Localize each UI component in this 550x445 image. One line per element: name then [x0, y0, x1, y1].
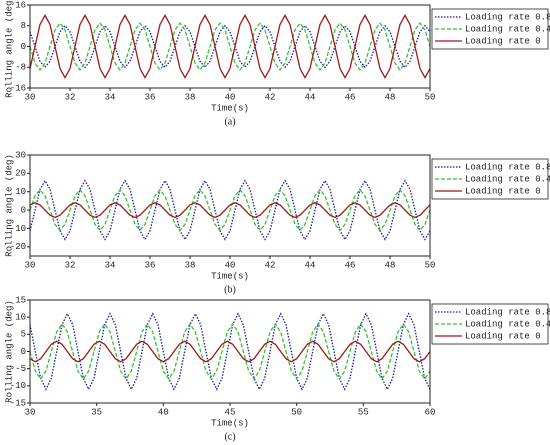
x-tick-label: 44 — [305, 260, 316, 270]
y-tick-label: 10 — [15, 187, 26, 197]
y-tick-label: 8 — [21, 21, 26, 31]
x-tick-label: 48 — [385, 260, 396, 270]
series-line — [29, 188, 431, 232]
legend-box — [431, 8, 549, 50]
y-axis-label: Rolling angle (deg) — [4, 300, 14, 403]
x-tick-label: 38 — [185, 92, 196, 102]
plot-frame — [29, 299, 431, 404]
y-tick-label: 0 — [21, 205, 26, 215]
series-line — [29, 202, 431, 219]
x-tick-label: 35 — [91, 407, 102, 417]
x-tick-label: 42 — [265, 260, 276, 270]
series-line — [29, 322, 431, 381]
x-axis-label: Time(s) — [211, 103, 249, 113]
y-tick-label: -10 — [10, 381, 26, 391]
x-tick-label: 44 — [305, 92, 316, 102]
x-tick-label: 46 — [345, 260, 356, 270]
y-tick-label: 5 — [21, 330, 26, 340]
x-tick-label: 42 — [265, 92, 276, 102]
caption: (c) — [224, 431, 235, 442]
series-line — [29, 14, 431, 79]
series-line — [29, 340, 431, 363]
series-line — [29, 22, 431, 71]
y-axis-label: Rolling angle (deg) — [4, 154, 14, 257]
x-tick-label: 40 — [158, 407, 169, 417]
x-tick-label: 46 — [345, 92, 356, 102]
legend-label: Loading rate 0.8 — [465, 307, 550, 317]
legend-label: Loading rate 0.4 — [465, 319, 550, 329]
x-tick-label: 36 — [145, 260, 156, 270]
legend-label: Loading rate 0.8 — [465, 162, 550, 172]
caption: (b) — [224, 284, 236, 295]
series-line — [29, 24, 431, 69]
x-tick-label: 34 — [105, 260, 116, 270]
y-axis-label: Rolling angle (deg) — [4, 0, 14, 98]
x-tick-label: 50 — [425, 260, 436, 270]
legend-box — [431, 158, 549, 200]
x-tick-label: 36 — [145, 92, 156, 102]
legend-label: Loading rate 0.4 — [465, 24, 550, 34]
series-line — [29, 312, 431, 391]
y-tick-label: -20 — [10, 242, 26, 252]
x-tick-label: 40 — [225, 92, 236, 102]
x-tick-label: 32 — [65, 260, 76, 270]
y-tick-label: -8 — [15, 63, 26, 73]
x-tick-label: 48 — [385, 92, 396, 102]
y-tick-label: 10 — [15, 313, 26, 323]
x-axis-label: Time(s) — [211, 271, 249, 281]
y-tick-label: -15 — [10, 398, 26, 408]
legend-label: Loading rate 0 — [465, 36, 541, 46]
x-tick-label: 50 — [291, 407, 302, 417]
y-tick-label: 30 — [15, 150, 26, 160]
x-tick-label: 45 — [225, 407, 236, 417]
x-tick-label: 30 — [25, 260, 36, 270]
y-tick-label: 15 — [15, 295, 26, 305]
legend-label: Loading rate 0.4 — [465, 174, 550, 184]
y-tick-label: 0 — [21, 347, 26, 357]
legend-label: Loading rate 0 — [465, 186, 541, 196]
x-tick-label: 30 — [25, 92, 36, 102]
y-tick-label: 20 — [15, 169, 26, 179]
legend-box — [431, 303, 549, 345]
x-tick-label: 32 — [65, 92, 76, 102]
x-tick-label: 38 — [185, 260, 196, 270]
x-tick-label: 60 — [425, 407, 436, 417]
x-tick-label: 55 — [358, 407, 369, 417]
x-axis-label: Time(s) — [211, 418, 249, 428]
y-tick-label: -5 — [15, 364, 26, 374]
y-tick-label: -16 — [10, 83, 26, 93]
y-tick-label: 16 — [15, 0, 26, 10]
legend-label: Loading rate 0 — [465, 331, 541, 341]
plot-frame — [29, 154, 431, 257]
x-tick-label: 50 — [425, 92, 436, 102]
caption: (a) — [224, 116, 235, 127]
y-tick-label: 0 — [21, 42, 26, 52]
plot-frame — [29, 4, 431, 89]
x-tick-label: 30 — [25, 407, 36, 417]
y-tick-label: -10 — [10, 224, 26, 234]
x-tick-label: 40 — [225, 260, 236, 270]
legend-label: Loading rate 0.8 — [465, 12, 550, 22]
x-tick-label: 34 — [105, 92, 116, 102]
